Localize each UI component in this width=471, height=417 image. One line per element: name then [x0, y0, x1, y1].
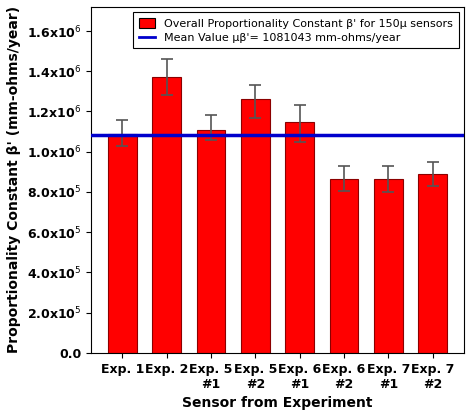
- Bar: [330, 179, 358, 353]
- Bar: [196, 130, 226, 353]
- Legend: Overall Proportionality Constant β' for 150μ sensors, Mean Value μβ'= 1081043 mm: Overall Proportionality Constant β' for …: [133, 13, 458, 48]
- Bar: [152, 77, 181, 353]
- X-axis label: Sensor from Experiment: Sensor from Experiment: [182, 396, 373, 410]
- Bar: [285, 121, 314, 353]
- Bar: [374, 179, 403, 353]
- Y-axis label: Proportionality Constant β' (mm-ohms/year): Proportionality Constant β' (mm-ohms/yea…: [7, 6, 21, 354]
- Bar: [241, 99, 270, 353]
- Bar: [418, 174, 447, 353]
- Bar: [108, 133, 137, 353]
